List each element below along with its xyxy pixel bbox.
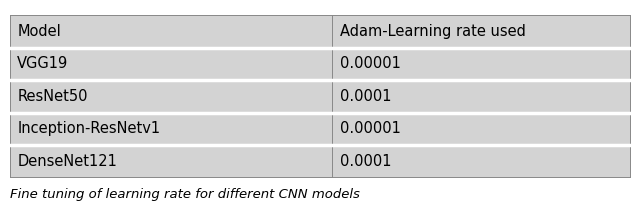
Text: 0.0001: 0.0001 [340, 154, 392, 169]
Text: ResNet50: ResNet50 [17, 89, 88, 104]
Bar [10, 80, 630, 113]
Text: Fine tuning of learning rate for different CNN models: Fine tuning of learning rate for differe… [10, 188, 360, 201]
Text: Inception-ResNetv1: Inception-ResNetv1 [17, 121, 161, 136]
Text: Model: Model [17, 24, 61, 39]
Text: 0.0001: 0.0001 [340, 89, 392, 104]
Text: 0.00001: 0.00001 [340, 57, 401, 71]
Bar [10, 15, 630, 177]
Text: 0.00001: 0.00001 [340, 121, 401, 136]
Bar [10, 145, 630, 177]
Bar [10, 113, 630, 145]
Bar [10, 48, 630, 80]
Text: DenseNet121: DenseNet121 [17, 154, 117, 169]
Text: Adam-Learning rate used: Adam-Learning rate used [340, 24, 526, 39]
Text: VGG19: VGG19 [17, 57, 68, 71]
Bar [10, 15, 630, 48]
